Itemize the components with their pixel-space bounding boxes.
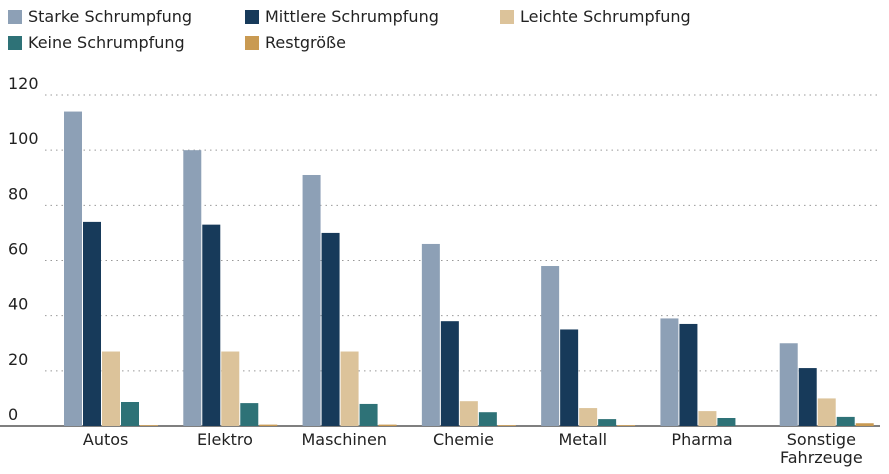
- x-tick-label: Chemie: [432, 430, 495, 449]
- legend-swatch: [8, 35, 22, 50]
- bar: [679, 323, 698, 426]
- bar: [836, 416, 855, 426]
- bar: [855, 423, 874, 426]
- y-tick-label: 100: [8, 129, 39, 148]
- legend-swatch: [245, 35, 259, 50]
- legend-swatch: [245, 9, 259, 24]
- bar: [779, 343, 798, 426]
- bar: [478, 412, 497, 426]
- legend-label: Leichte Schrumpfung: [520, 7, 691, 26]
- bar: [202, 224, 221, 426]
- y-tick-label: 40: [8, 295, 28, 314]
- bar: [83, 221, 101, 426]
- bar: [259, 424, 278, 426]
- bar: [497, 425, 516, 426]
- legend-label: Starke Schrumpfung: [28, 7, 193, 26]
- bar: [140, 425, 158, 426]
- bar: [541, 266, 560, 426]
- x-tick-label: Elektro: [196, 430, 253, 449]
- bar: [183, 150, 202, 426]
- x-tick-label: Maschinen: [301, 430, 387, 449]
- bar: [798, 368, 817, 426]
- bar: [64, 111, 82, 427]
- legend-item: Mittlere Schrumpfung: [245, 7, 439, 26]
- bar: [240, 403, 259, 426]
- bar: [221, 351, 240, 426]
- legend-item: Leichte Schrumpfung: [500, 7, 691, 26]
- bar: [698, 411, 717, 426]
- legend-item: Restgröße: [245, 33, 346, 52]
- bar: [440, 321, 459, 426]
- legend-swatch: [500, 9, 514, 24]
- bar: [421, 243, 440, 426]
- legend-label: Keine Schrumpfung: [28, 33, 185, 52]
- y-tick-label: 80: [8, 184, 28, 203]
- x-tick-label: Sonstige Fahrzeuge: [780, 430, 863, 467]
- x-tick-label: Autos: [82, 430, 129, 449]
- bar: [579, 408, 598, 426]
- legend-label: Restgröße: [265, 33, 346, 52]
- bar: [459, 401, 478, 426]
- bar: [340, 351, 359, 426]
- legend-item: Starke Schrumpfung: [8, 7, 192, 26]
- y-tick-label: 120: [8, 74, 39, 93]
- y-tick-label: 0: [8, 405, 18, 424]
- y-tick-label: 60: [8, 240, 28, 259]
- bar: [598, 419, 617, 426]
- x-tick-label: Metall: [558, 430, 608, 449]
- bar: [560, 329, 579, 426]
- bar: [660, 318, 679, 426]
- bar: [302, 174, 321, 426]
- y-tick-label: 20: [8, 350, 28, 369]
- x-tick-label: Pharma: [671, 430, 733, 449]
- bar: [378, 424, 397, 426]
- bar: [102, 351, 120, 426]
- legend-swatch: [8, 9, 22, 24]
- bar: [121, 402, 139, 426]
- bar: [617, 425, 636, 426]
- bar: [817, 398, 836, 426]
- bar: [359, 403, 378, 426]
- bar: [321, 232, 340, 426]
- bar: [717, 418, 736, 426]
- legend-item: Keine Schrumpfung: [8, 33, 185, 52]
- legend-label: Mittlere Schrumpfung: [265, 7, 439, 26]
